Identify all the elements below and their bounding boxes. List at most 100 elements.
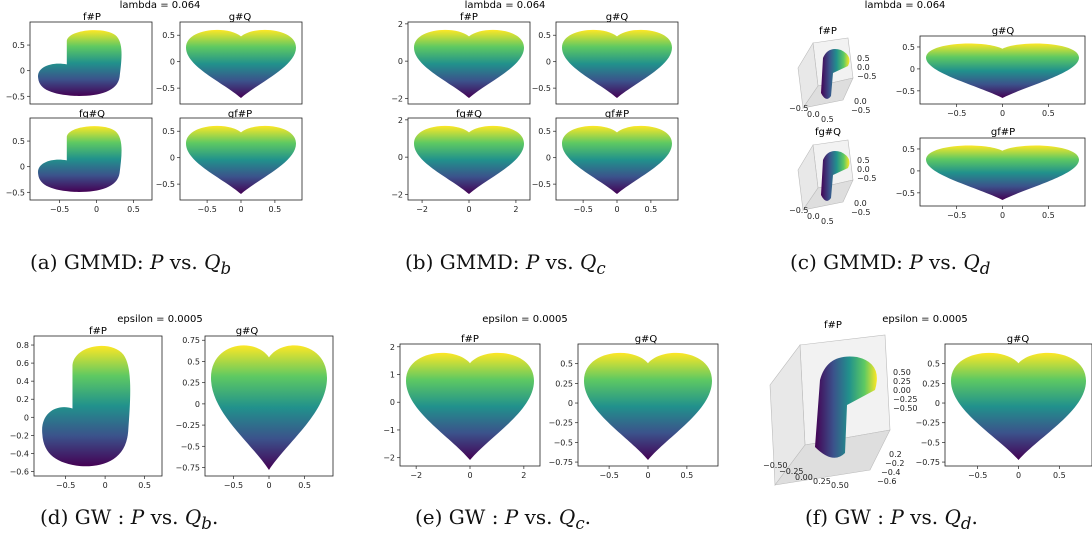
x-tick-label: −0.5: [968, 471, 987, 480]
y-tick-label: 0: [398, 57, 403, 66]
scatter-panel-d-fP: −0.5 0 0.5 0.8 0.6 0.4 0.2 0 −0.2 −0.4 −0.6: [10, 335, 163, 490]
svg-text:−0.25: −0.25: [779, 467, 804, 476]
x-tick-label: 0.5: [269, 205, 282, 214]
y-tick-label: 0: [170, 58, 175, 67]
svg-text:0.0: 0.0: [854, 199, 867, 208]
x-tick-label: 0.5: [1042, 211, 1055, 220]
y-tick-label: −0.5: [896, 87, 915, 96]
svg-text:−0.50: −0.50: [763, 461, 788, 470]
title-e-fP: f#P: [461, 334, 479, 345]
point-cloud: [951, 352, 1086, 460]
x-tick-label: 0.5: [298, 481, 311, 490]
x-tick-label: −0.5: [599, 471, 618, 480]
3d-plot-c-fgQ: 0.5 0.0 −0.5 −0.5 0.0 0.5 0.0 −0.5: [789, 139, 876, 226]
svg-text:−0.6: −0.6: [877, 477, 896, 486]
title-f-gQ: g#Q: [1006, 334, 1030, 345]
x-tick-label: 0: [1016, 471, 1021, 480]
suptitle-c: lambda = 0.064: [864, 0, 946, 11]
svg-text:−0.5: −0.5: [789, 104, 808, 113]
svg-text:−0.2: −0.2: [885, 459, 904, 468]
x-tick-label: 0.5: [1053, 471, 1066, 480]
title-c-gfP: gf#P: [990, 127, 1016, 138]
y-tick-label: 0.5: [12, 41, 25, 50]
svg-text:0.0: 0.0: [807, 110, 820, 119]
scatter-panel-b-gfP: −0.5 0 0.5 0.5 0 −0.5: [532, 117, 679, 214]
scatter-panel-c-gfP: −0.5 0 0.5 0.5 0 −0.5: [896, 137, 1086, 220]
x-tick-label: 0: [94, 205, 99, 214]
title-b-gQ: g#Q: [605, 12, 629, 23]
y-tick-label: 0.5: [162, 31, 175, 40]
point-cloud: [186, 29, 296, 98]
x-tick-label: −0.5: [573, 205, 592, 214]
3d-plot-c-fP: 0.5 0.0 −0.5 −0.5 0.0 0.5 0.0 −0.5: [789, 37, 876, 124]
point-cloud: [42, 345, 131, 467]
y-tick-label: −0.25: [548, 419, 573, 428]
scatter-panel-a-fgQ: −0.5 0 0.5 0.5 0 −0.5: [6, 117, 153, 214]
y-tick-label: −0.5: [532, 84, 551, 93]
y-tick-label: −0.5: [921, 438, 940, 447]
suptitle-f: epsilon = 0.0005: [882, 314, 968, 325]
x-tick-label: 0: [614, 205, 619, 214]
suptitle-d: epsilon = 0.0005: [117, 314, 203, 325]
svg-text:0.0: 0.0: [857, 165, 870, 174]
x-tick-label: 0: [1000, 109, 1005, 118]
svg-text:0.5: 0.5: [821, 115, 834, 124]
point-cloud: [406, 352, 534, 460]
3d-plot-f-fP: 0.50 0.25 0.00 −0.25 −0.50 −0.50 −0.25 0…: [763, 334, 918, 490]
x-tick-label: 0.5: [1042, 109, 1055, 118]
x-tick-label: −2: [410, 471, 422, 480]
x-tick-label: 2: [513, 205, 518, 214]
y-tick-label: −0.25: [915, 419, 940, 428]
svg-text:−0.5: −0.5: [857, 174, 876, 183]
caption-a: (a) GMMD: P vs. Qb: [30, 250, 232, 278]
y-tick-label: −0.5: [896, 189, 915, 198]
caption-f: (f) GW : P vs. Qd.: [805, 505, 978, 533]
title-e-gQ: g#Q: [634, 334, 658, 345]
y-tick-label: 0: [170, 154, 175, 163]
x-tick-label: 0.5: [138, 481, 151, 490]
point-cloud: [414, 125, 524, 194]
y-tick-label: 0: [195, 400, 200, 409]
y-tick-label: 0.5: [538, 31, 551, 40]
title-d-gQ: g#Q: [235, 326, 259, 337]
y-tick-label: 0.4: [16, 377, 29, 386]
point-cloud: [926, 145, 1079, 200]
y-tick-label: 0.5: [560, 360, 573, 369]
point-cloud: [211, 345, 327, 470]
scatter-panel-b-fP: 2 0 −2: [391, 20, 531, 105]
y-tick-label: 0.75: [182, 336, 200, 345]
y-tick-label: 0: [20, 163, 25, 172]
scatter-panel-b-fgQ: −2 0 2 2 0 −2: [391, 116, 531, 214]
scatter-panel-e-gQ: −0.5 0 0.5 0.5 0.25 0 −0.25 −0.5 −0.75: [548, 343, 719, 480]
svg-text:−0.5: −0.5: [857, 72, 876, 81]
y-tick-label: 0.5: [902, 43, 915, 52]
y-tick-label: −0.75: [548, 458, 573, 467]
svg-text:0.0: 0.0: [857, 63, 870, 72]
x-tick-label: −0.5: [224, 481, 243, 490]
point-cloud: [562, 29, 672, 98]
x-tick-label: −0.5: [197, 205, 216, 214]
y-tick-label: −2: [383, 454, 395, 463]
title-b-fgQ: fg#Q: [455, 109, 483, 120]
svg-text:0.2: 0.2: [889, 450, 902, 459]
title-c-fP: f#P: [819, 26, 837, 37]
x-tick-label: −0.5: [947, 109, 966, 118]
y-tick-label: −1: [383, 426, 395, 435]
svg-text:0.25: 0.25: [813, 477, 831, 486]
scatter-panel-f-gQ: −0.5 0 0.5 0.5 0.25 0 −0.25 −0.5 −0.75: [915, 343, 1092, 480]
y-tick-label: −0.5: [6, 188, 25, 197]
y-tick-label: −0.2: [10, 431, 29, 440]
y-tick-label: 0.25: [182, 379, 200, 388]
title-a-fgQ: fg#Q: [78, 109, 106, 120]
y-tick-label: 0: [910, 167, 915, 176]
y-tick-label: 0: [910, 65, 915, 74]
x-tick-label: 0: [103, 481, 108, 490]
svg-text:0.5: 0.5: [857, 54, 870, 63]
scatter-panel-c-gQ: −0.5 0 0.5 0.5 0 −0.5: [896, 35, 1086, 118]
y-tick-label: 2: [398, 20, 403, 29]
point-cloud: [186, 125, 296, 194]
y-tick-label: 2: [390, 343, 395, 352]
svg-text:0.25: 0.25: [893, 377, 911, 386]
